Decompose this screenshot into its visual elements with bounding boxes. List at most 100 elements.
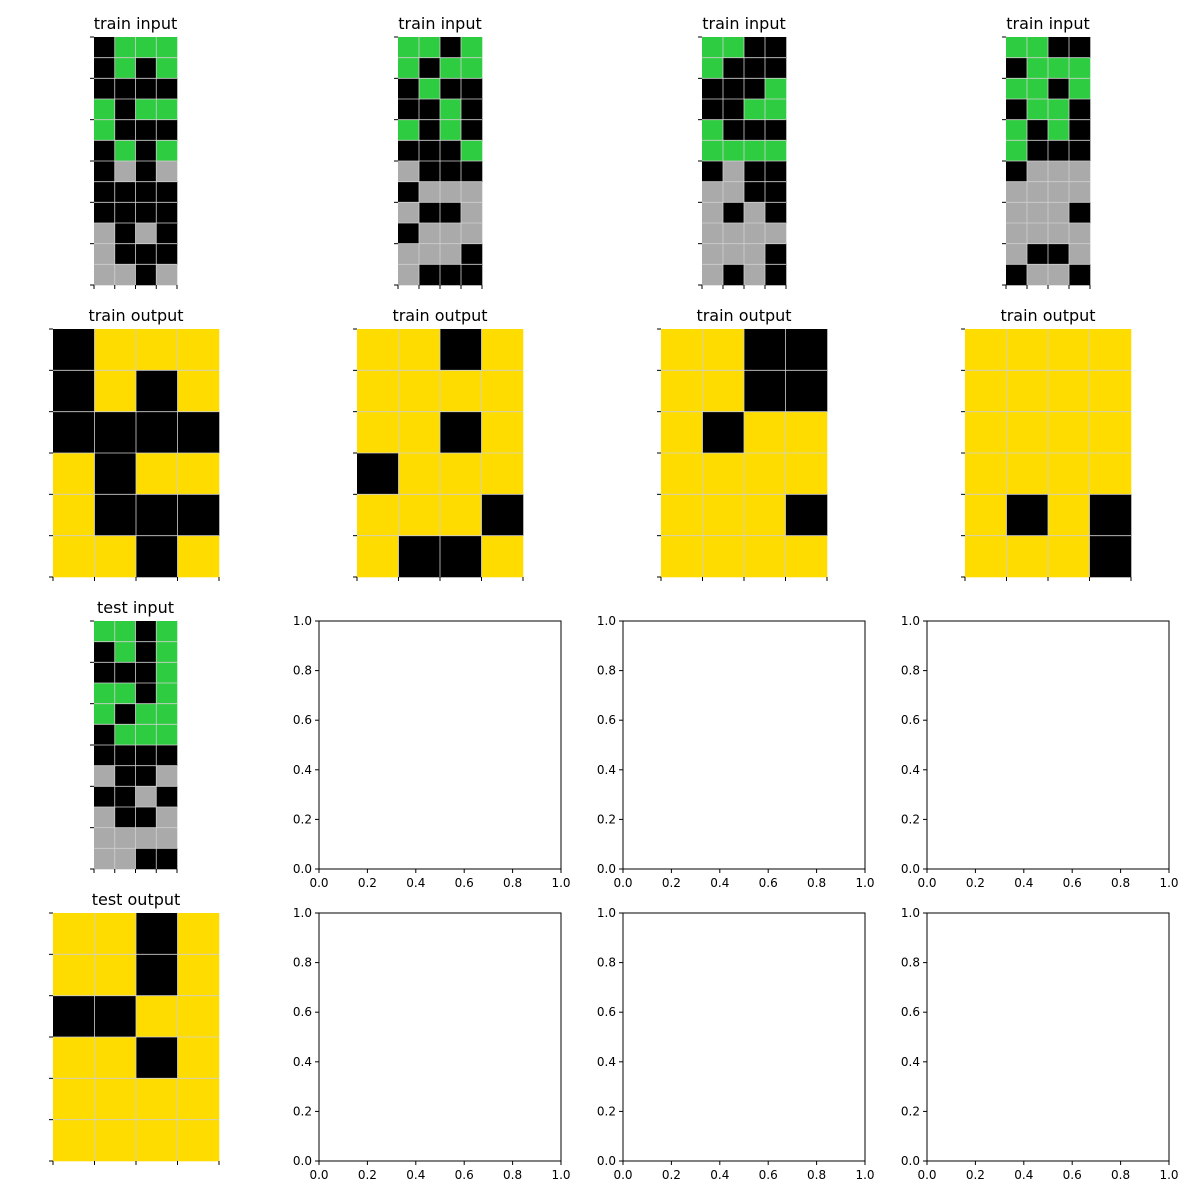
grid-cell bbox=[94, 724, 116, 746]
grid-cell bbox=[94, 807, 116, 828]
grid-cell bbox=[135, 78, 157, 100]
grid-cell bbox=[114, 765, 136, 787]
y-tick-label: 0.6 bbox=[597, 1005, 616, 1019]
grid-cell bbox=[661, 329, 703, 371]
grid-cell bbox=[156, 202, 178, 224]
grid-cell bbox=[136, 494, 178, 536]
grid-cell bbox=[1069, 140, 1091, 162]
grid-cell bbox=[1048, 181, 1070, 203]
grid-cell bbox=[1006, 119, 1028, 141]
grid-cell bbox=[398, 140, 420, 162]
grid-cell bbox=[177, 913, 220, 955]
grid-cell bbox=[94, 641, 116, 663]
grid-cell bbox=[177, 370, 220, 412]
grid-cell bbox=[156, 662, 178, 684]
grid-cell bbox=[765, 99, 787, 120]
grid-cell bbox=[702, 99, 724, 120]
grid-cell bbox=[744, 453, 786, 495]
grid-cell bbox=[398, 243, 420, 265]
grid-cell bbox=[398, 37, 420, 58]
grid-cell bbox=[136, 954, 178, 996]
grid-cell bbox=[136, 453, 178, 495]
grid-cell bbox=[1089, 329, 1132, 371]
panel-title: test output bbox=[92, 890, 181, 909]
grid-cell bbox=[94, 662, 116, 684]
grid-cell bbox=[461, 161, 483, 182]
y-tick-label: 1.0 bbox=[597, 906, 616, 920]
x-tick-label: 0.0 bbox=[309, 1168, 328, 1182]
y-tick-label: 0.4 bbox=[293, 763, 312, 777]
grid-cell bbox=[744, 243, 766, 265]
grid-cell bbox=[965, 411, 1007, 454]
x-tick-label: 0.2 bbox=[358, 876, 377, 890]
grid-cell bbox=[419, 264, 441, 286]
grid-cell bbox=[53, 1037, 95, 1079]
grid-cell bbox=[765, 140, 787, 162]
grid-cell bbox=[1089, 370, 1132, 412]
grid-cell bbox=[440, 494, 482, 536]
grid-cell bbox=[94, 99, 116, 120]
grid-cell bbox=[702, 119, 724, 141]
grid-cell bbox=[135, 786, 157, 808]
grid-cell bbox=[94, 370, 137, 412]
empty-axes: 0.00.0 0.2 0.2 0.4 0.4 0.6 0.6 0.8 0.8 1.0 1.0 bbox=[597, 614, 875, 890]
grid-cell bbox=[94, 848, 116, 870]
grid-cell bbox=[398, 78, 420, 100]
grid-cell bbox=[461, 37, 483, 58]
grid-cell bbox=[114, 264, 136, 286]
grid-cell bbox=[94, 765, 116, 787]
grid-cell bbox=[481, 494, 524, 536]
grid-cell bbox=[114, 57, 136, 79]
grid-cell bbox=[765, 161, 787, 182]
panel-title: train output bbox=[392, 306, 487, 325]
axes-frame bbox=[318, 620, 562, 870]
empty-axes: 0.00.0 0.2 0.2 0.4 0.4 0.6 0.6 0.8 0.8 1.0 1.0 bbox=[901, 906, 1179, 1182]
grid-cell bbox=[702, 181, 724, 203]
grid-cell bbox=[785, 494, 828, 536]
grid-panel: train output bbox=[49, 306, 220, 581]
grid-cell bbox=[398, 329, 441, 371]
x-tick-label: 0.6 bbox=[455, 876, 474, 890]
y-tick-label: 1.0 bbox=[293, 614, 312, 628]
grid-cell bbox=[114, 641, 136, 663]
grid-cell bbox=[177, 535, 220, 578]
grid-cell bbox=[440, 78, 462, 100]
grid-cell bbox=[53, 1119, 95, 1162]
grid-cell bbox=[419, 119, 441, 141]
grid-cell bbox=[461, 264, 483, 286]
grid-cell bbox=[135, 37, 157, 58]
y-tick-label: 0.0 bbox=[293, 1154, 312, 1168]
axes-frame bbox=[926, 620, 1170, 870]
x-tick-label: 0.8 bbox=[807, 876, 826, 890]
panel-title: train input bbox=[1006, 14, 1089, 33]
y-tick-label: 0.0 bbox=[901, 1154, 920, 1168]
y-tick-label: 0.4 bbox=[901, 1055, 920, 1069]
x-tick-label: 1.0 bbox=[1159, 1168, 1178, 1182]
empty-axes: 0.00.0 0.2 0.2 0.4 0.4 0.6 0.6 0.8 0.8 1.0 1.0 bbox=[901, 614, 1179, 890]
grid-cell bbox=[156, 78, 178, 100]
grid-cell bbox=[156, 765, 178, 787]
grid-cell bbox=[1048, 453, 1090, 495]
grid-cell bbox=[661, 370, 703, 412]
grid-cell bbox=[481, 453, 524, 495]
grid-cell bbox=[114, 37, 136, 58]
grid-cell bbox=[744, 181, 766, 203]
y-tick-label: 0.4 bbox=[597, 1055, 616, 1069]
grid-cell bbox=[1027, 264, 1049, 286]
y-tick-label: 1.0 bbox=[293, 906, 312, 920]
x-tick-label: 0.0 bbox=[917, 876, 936, 890]
grid-cell bbox=[398, 494, 441, 536]
grid-cell bbox=[661, 411, 703, 454]
grid-cell bbox=[94, 995, 137, 1038]
y-tick-label: 0.0 bbox=[597, 862, 616, 876]
grid-cell bbox=[440, 37, 462, 58]
panel-title: train input bbox=[94, 14, 177, 33]
y-tick-label: 0.2 bbox=[293, 1104, 312, 1118]
grid-cell bbox=[419, 99, 441, 120]
grid-cell bbox=[440, 99, 462, 120]
grid-cell bbox=[744, 370, 786, 412]
grid-cell bbox=[94, 264, 116, 286]
grid-cell bbox=[94, 78, 116, 100]
grid-cell bbox=[53, 954, 95, 996]
